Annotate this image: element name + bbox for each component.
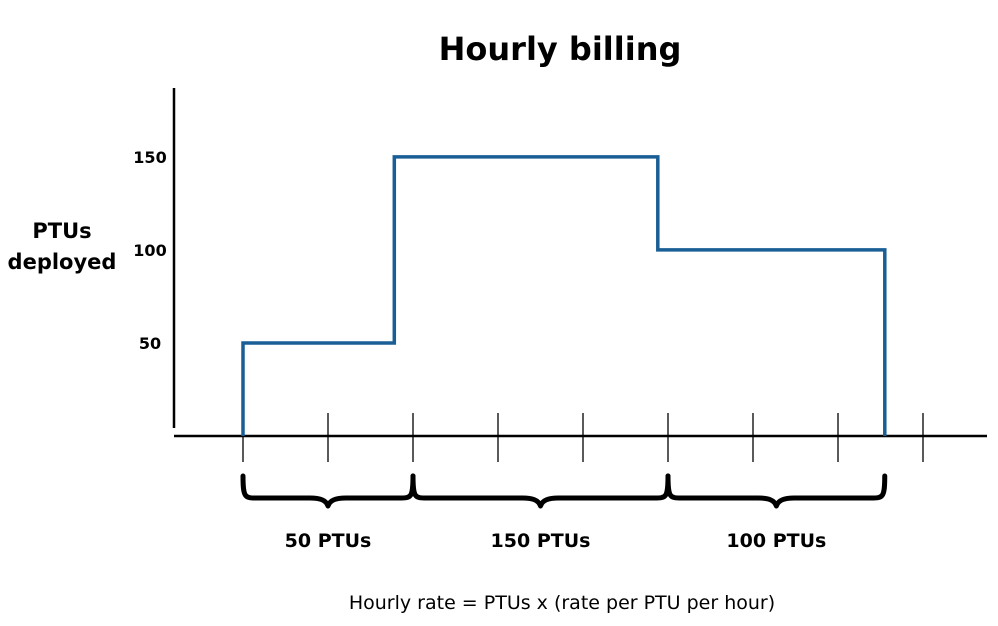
chart-title: Hourly billing [439, 30, 682, 68]
y-tick-labels: 50 100 150 [133, 148, 166, 353]
segment-label: 50 PTUs [285, 530, 372, 552]
y-axis-label-line-2: deployed [8, 250, 117, 274]
y-tick-label: 150 [133, 148, 166, 167]
segment-braces [240, 473, 888, 509]
y-tick-label: 50 [139, 334, 161, 353]
billing-formula: Hourly rate = PTUs x (rate per PTU per h… [349, 592, 775, 614]
x-tick-marks [242, 413, 924, 462]
segment-brace [410, 473, 671, 509]
segment-label: 100 PTUs [726, 530, 826, 552]
segment-labels: 50 PTUs 150 PTUs 100 PTUs [285, 530, 827, 552]
segment-label: 150 PTUs [491, 530, 591, 552]
axes [172, 88, 987, 438]
series-group [241, 155, 887, 436]
segment-brace [240, 473, 416, 509]
segment-brace [665, 473, 888, 509]
y-tick-label: 100 [133, 241, 166, 260]
y-axis-label-line-1: PTUs [32, 219, 91, 243]
series-line-ptus-deployed [241, 155, 887, 436]
